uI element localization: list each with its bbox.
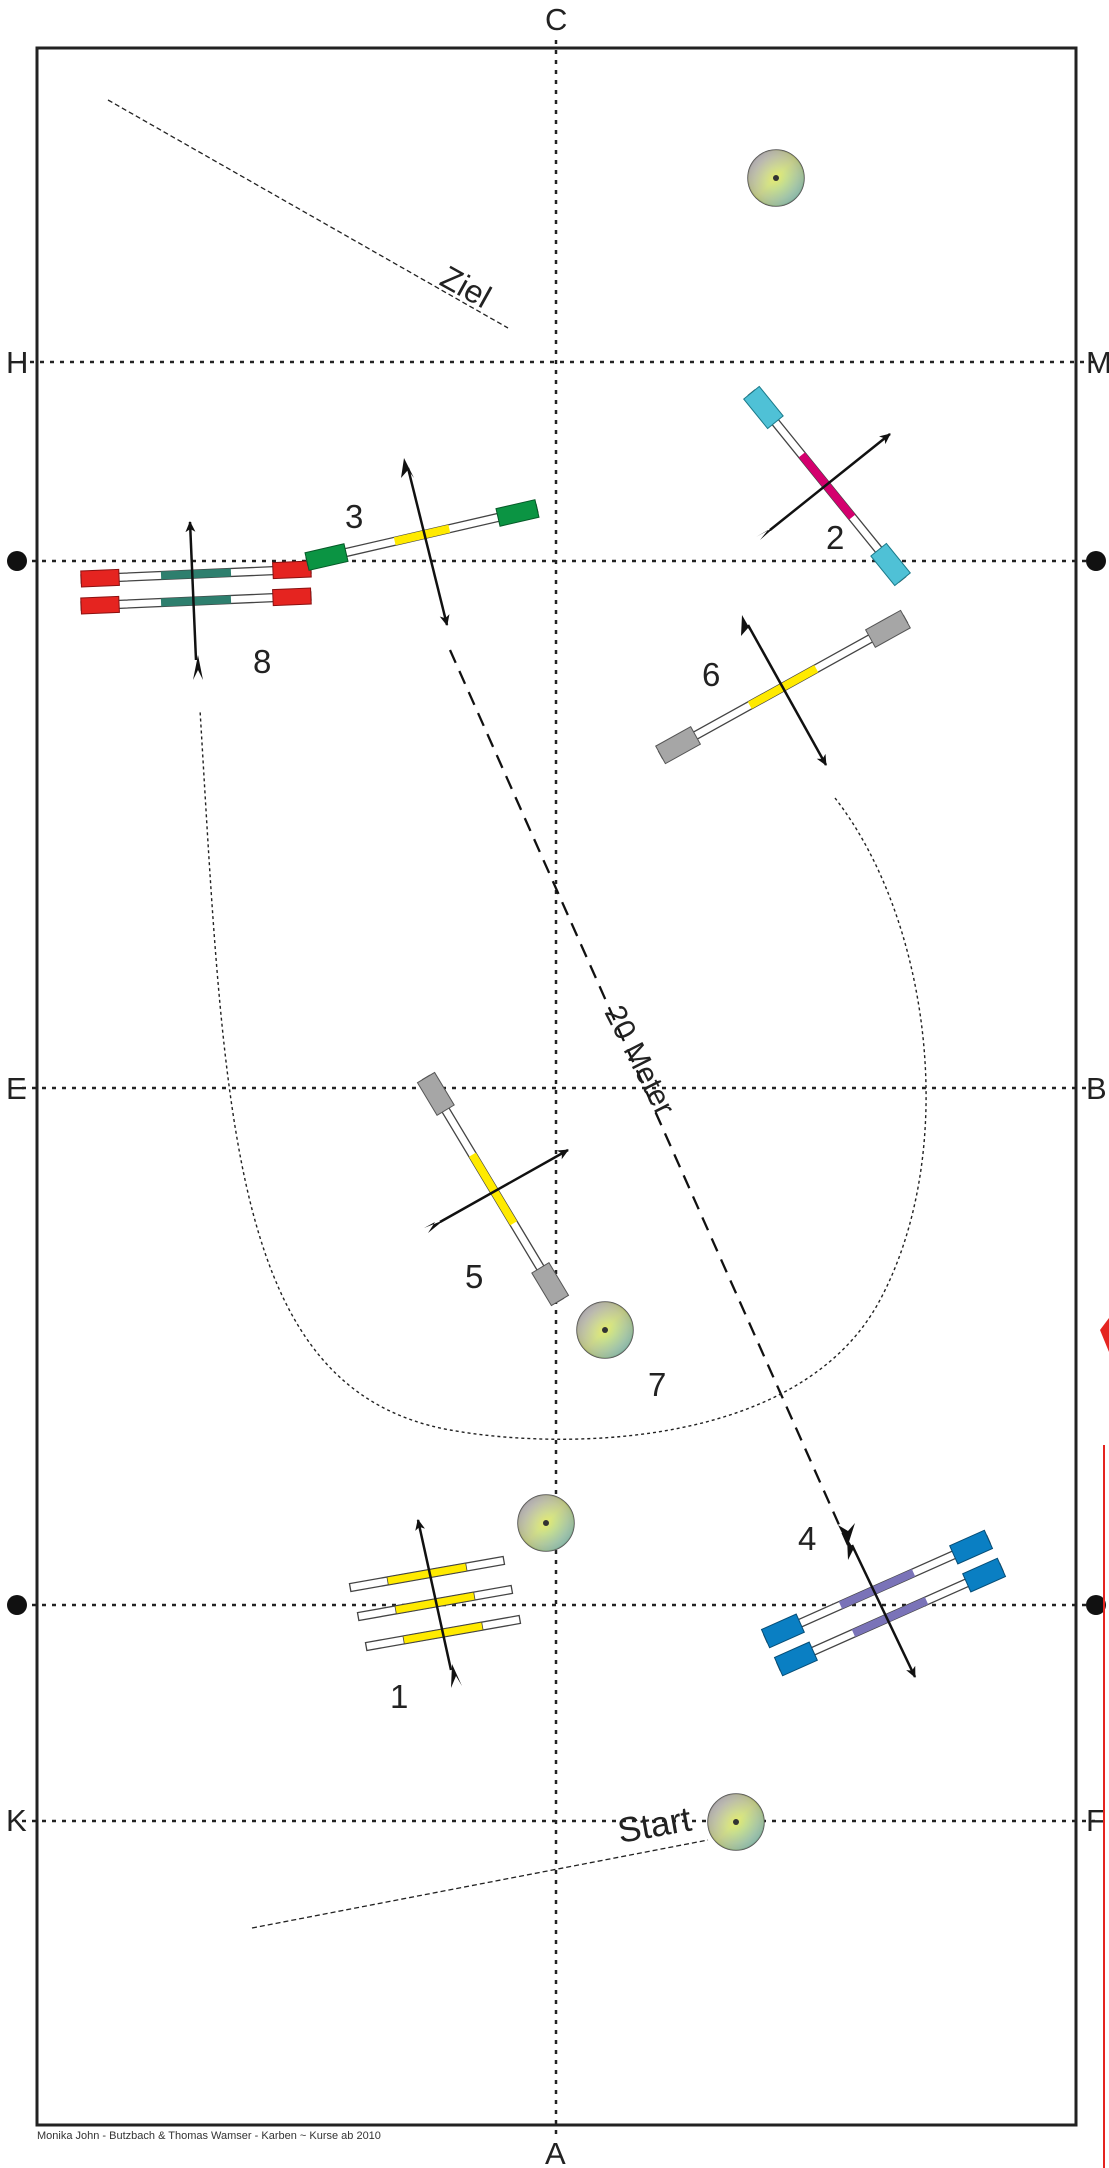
obstacle-number-8: 8 xyxy=(253,643,271,680)
marker-dot-right-bottom xyxy=(1086,1595,1106,1615)
arrow-icon xyxy=(746,624,828,766)
arrow-icon xyxy=(850,1544,917,1678)
pole xyxy=(416,1071,570,1307)
distance-line xyxy=(448,649,850,1546)
letter-m: M xyxy=(1086,345,1109,380)
letter-e: E xyxy=(6,1071,27,1106)
obstacle-number-6: 6 xyxy=(702,656,720,693)
grid-lines xyxy=(20,40,1095,2135)
distance-line-arrowhead xyxy=(838,1523,855,1545)
letter-c: C xyxy=(545,2,567,37)
pole xyxy=(348,1555,506,1593)
obstacle-1: 1 xyxy=(348,1519,522,1715)
arrow-icon xyxy=(439,1148,569,1224)
arrow-icon xyxy=(185,521,198,661)
letter-f: F xyxy=(1086,1803,1105,1838)
obstacle-number-7: 7 xyxy=(648,1366,666,1403)
obstacle-3: 3 xyxy=(304,458,540,626)
pole xyxy=(304,499,540,571)
marker-dot-right-top xyxy=(1086,551,1106,571)
arrow-icon xyxy=(415,1519,453,1671)
arrow-icon xyxy=(406,467,450,626)
obstacle-number-1: 1 xyxy=(390,1678,408,1715)
obstacle-number-2: 2 xyxy=(826,519,844,556)
marker-dot-left-bottom xyxy=(7,1595,27,1615)
arrow-tail xyxy=(451,1664,462,1688)
finish-line xyxy=(107,99,509,329)
obstacle-8: 8 xyxy=(80,521,312,680)
cone-disc-icon xyxy=(517,1494,575,1552)
pole xyxy=(80,587,312,615)
distance-label: 20 Meter xyxy=(598,1000,681,1120)
arrow-tail xyxy=(756,526,776,540)
red-edge-mark xyxy=(1100,1318,1109,1352)
obstacle-2: 2 xyxy=(743,385,911,587)
cone-disc-icon xyxy=(707,1793,765,1851)
arena-boundary xyxy=(35,46,1078,2127)
letter-h: H xyxy=(6,345,28,380)
obstacle-4: 4 xyxy=(760,1520,1007,1678)
letter-k: K xyxy=(6,1803,27,1838)
arrow-tail xyxy=(847,1538,859,1560)
cone-disc-icon xyxy=(576,1301,634,1359)
arrow-tail xyxy=(401,458,414,478)
arrow-tail xyxy=(193,655,203,680)
route-curve xyxy=(199,709,927,1440)
cone-disc-icon xyxy=(747,149,805,207)
obstacle-number-4: 4 xyxy=(798,1520,816,1557)
pole xyxy=(760,1529,994,1649)
letter-b: B xyxy=(1086,1071,1107,1106)
obstacle-number-5: 5 xyxy=(465,1258,483,1295)
obstacle-6: 6 xyxy=(655,609,911,766)
letter-a: A xyxy=(545,2136,566,2168)
arrow-tail xyxy=(741,615,754,636)
start-line xyxy=(251,1839,709,1929)
arrow-tail xyxy=(424,1220,444,1233)
obstacle-number-3: 3 xyxy=(345,498,363,535)
pole xyxy=(773,1557,1007,1677)
obstacle-5: 5 xyxy=(416,1071,570,1307)
pole xyxy=(80,560,312,588)
credit-text: Monika John - Butzbach & Thomas Wamser -… xyxy=(37,2130,381,2142)
finish-label: Ziel xyxy=(435,259,498,315)
start-label: Start xyxy=(615,1800,695,1851)
arrow-icon xyxy=(769,433,891,531)
marker-dot-left-top xyxy=(7,551,27,571)
